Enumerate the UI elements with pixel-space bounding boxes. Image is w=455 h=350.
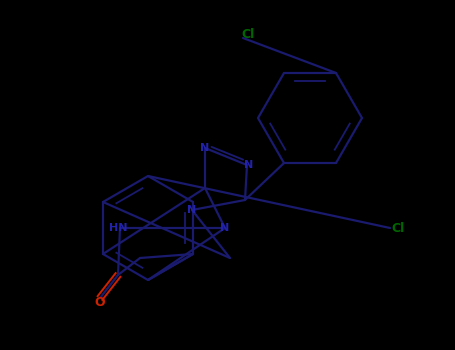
- Text: HN: HN: [109, 223, 127, 233]
- Text: N: N: [244, 160, 253, 170]
- Text: N: N: [220, 223, 230, 233]
- Text: Cl: Cl: [391, 222, 404, 235]
- Text: N: N: [200, 143, 210, 153]
- Text: Cl: Cl: [241, 28, 255, 42]
- Text: N: N: [187, 205, 197, 215]
- Text: O: O: [95, 296, 105, 309]
